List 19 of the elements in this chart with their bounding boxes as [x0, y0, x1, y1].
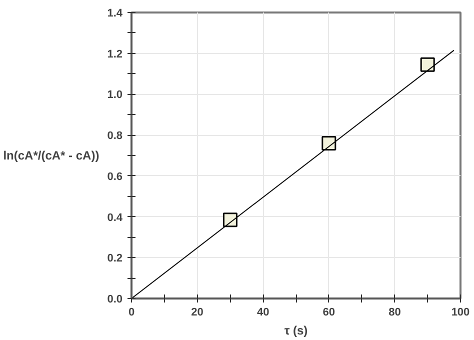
point: [322, 136, 336, 150]
y-tick-label: 1.4: [107, 8, 124, 20]
x-axis-title: τ (s): [284, 324, 308, 338]
x-tick-label: 60: [322, 306, 336, 318]
x-tick-label: 20: [191, 306, 204, 318]
y-tick-label: 1.2: [107, 48, 123, 60]
x-tick-label: 40: [256, 306, 270, 318]
text: 0.0: [107, 294, 123, 306]
y-tick-label: 0.6: [107, 170, 123, 183]
x-tick-label: 100: [451, 306, 470, 318]
x-tick-label: 0: [128, 306, 135, 318]
y-tick-label: 1.0: [107, 89, 123, 102]
y-axis-title: ln(cA*/(cA* - cA)): [3, 148, 100, 162]
point: [420, 57, 435, 72]
x-tick-label: 80: [388, 306, 401, 318]
point: [222, 212, 238, 228]
y-tick-label: 0.8: [107, 130, 123, 142]
y-tick-label: 0.4: [107, 212, 124, 224]
y-tick-label: 0.2: [107, 252, 123, 265]
